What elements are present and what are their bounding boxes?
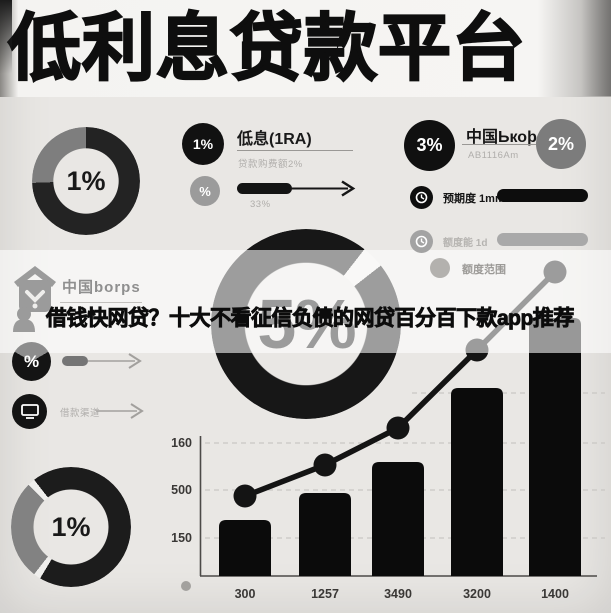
bank-subtext: AB1116Am xyxy=(468,150,519,161)
bottom-left-donut-chart xyxy=(11,467,131,587)
bank-title-underline xyxy=(462,144,536,145)
loan-row2-subtext: 33% xyxy=(250,199,271,210)
rate-badge-1: 1% xyxy=(182,123,224,165)
bank-badge-black: 3% xyxy=(404,120,455,171)
bank-badge-gray: 2% xyxy=(536,119,586,169)
y-tick-label: 500 xyxy=(171,483,192,497)
headline-text: 借钱快网贷？十大不看征信负债的网贷百分百下款app推荐 xyxy=(46,307,575,331)
headline-overlay-band: 中国borps 借钱快网贷？十大不看征信负债的网贷百分百下款app推荐 xyxy=(0,250,611,353)
bank-title: 中国Ькоϸ xyxy=(466,129,537,146)
bar xyxy=(451,388,503,576)
bar xyxy=(529,318,581,576)
percent-split-badge: % xyxy=(12,342,51,381)
clock-icon xyxy=(410,186,433,209)
y-tick-label: 150 xyxy=(171,531,192,545)
clock-icon-gray xyxy=(410,230,433,253)
trend-point xyxy=(313,453,337,477)
bar xyxy=(299,493,351,576)
bottom-left-donut-value: 1% xyxy=(51,511,91,542)
page-title: 低利息贷款平台 xyxy=(7,7,526,90)
loan-row1-underline xyxy=(237,150,353,151)
loan-row2-arrow-icon xyxy=(292,180,356,197)
bar xyxy=(372,462,424,576)
y-tick-label: 160 xyxy=(171,436,192,450)
channel-row1-bar xyxy=(62,356,88,366)
bar xyxy=(219,520,271,576)
monitor-icon xyxy=(12,394,47,429)
bank-row1-bar xyxy=(497,189,588,202)
stray-dot xyxy=(181,581,191,591)
brand-underline xyxy=(60,302,142,303)
header-band: 低利息贷款平台 xyxy=(0,0,611,97)
x-tick-label: 3490 xyxy=(384,587,412,601)
x-tick-label: 1400 xyxy=(541,587,569,601)
corner-shading-right xyxy=(581,0,611,96)
x-tick-label: 1257 xyxy=(311,587,339,601)
bank-row1-label: 预期度 1mm xyxy=(443,193,505,205)
bank-row2-bar xyxy=(497,233,588,246)
channel-row1-arrow-icon xyxy=(88,353,142,369)
loan-row1-title: 低息(1RA) xyxy=(237,131,312,148)
range-dot-icon xyxy=(430,258,450,278)
top-left-donut-chart xyxy=(32,127,140,235)
house-agent-icon xyxy=(13,266,56,332)
bank-row3-label: 额度范围 xyxy=(462,264,506,276)
x-tick-label: 3200 xyxy=(463,587,491,601)
loan-row1-subtext: 贷款购费额2% xyxy=(238,159,303,170)
trend-point xyxy=(233,484,257,508)
brand-watermark: 中国borps xyxy=(62,279,141,296)
channel-row2-label: 借款渠道 xyxy=(60,408,101,419)
bank-row2-label: 额度能 1d xyxy=(443,238,488,249)
percent-badge-gray: % xyxy=(190,176,220,206)
corner-shading-left xyxy=(0,0,12,82)
channel-row2-arrow-icon xyxy=(96,403,144,419)
top-left-donut-value: 1% xyxy=(66,165,106,196)
x-tick-label: 300 xyxy=(235,587,256,601)
loan-row2-bar xyxy=(237,183,292,194)
trend-point xyxy=(386,416,410,440)
